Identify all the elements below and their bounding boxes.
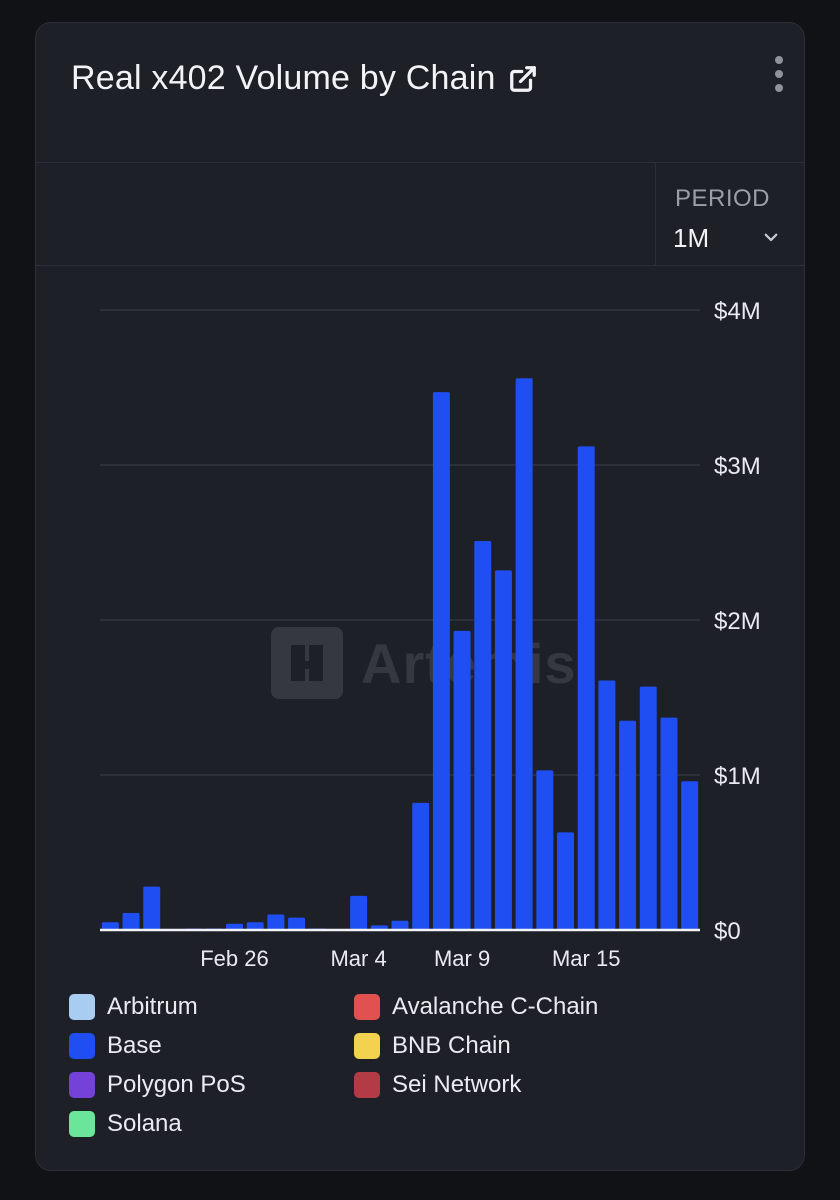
legend-item[interactable]: Sei Network — [354, 1071, 521, 1099]
bar-chart: $0 $1M $2M $3M $4M Feb 26 Mar 4 Mar 9 Mar 15 — [100, 298, 761, 971]
bar — [536, 770, 554, 930]
divider — [655, 162, 656, 265]
x-tick-label: Feb 26 — [200, 946, 269, 971]
bar — [681, 781, 699, 930]
legend-swatch — [69, 1072, 95, 1098]
period-label: PERIOD — [675, 185, 771, 212]
legend-swatch — [69, 994, 95, 1020]
legend-swatch — [69, 1111, 95, 1137]
legend-item[interactable]: BNB Chain — [354, 1032, 511, 1060]
bar — [226, 923, 243, 930]
legend-label: Avalanche C-Chain — [392, 993, 599, 1020]
legend-item[interactable]: Solana — [69, 1110, 182, 1138]
divider — [36, 265, 804, 266]
bar — [288, 917, 306, 930]
bar — [557, 832, 574, 930]
bar — [639, 686, 657, 930]
bar — [453, 630, 471, 930]
legend-label: BNB Chain — [392, 1032, 511, 1059]
bar — [432, 392, 450, 930]
x-tick-label: Mar 4 — [330, 946, 386, 971]
legend-item[interactable]: Base — [69, 1032, 162, 1060]
legend-label: Sei Network — [392, 1071, 522, 1098]
divider — [36, 162, 804, 163]
bar — [391, 920, 409, 930]
chart-card: Real x402 Volume by Chain PERIOD 1M Arte… — [35, 22, 805, 1171]
bar — [101, 922, 119, 930]
y-tick-label: $2M — [714, 608, 761, 635]
more-options-icon[interactable] — [772, 56, 786, 96]
legend-label: Base — [107, 1032, 162, 1059]
legend-swatch — [354, 994, 380, 1020]
card-title-text: Real x402 Volume by Chain — [71, 59, 496, 97]
bar — [474, 540, 492, 930]
bar — [122, 912, 140, 930]
bar — [619, 720, 637, 930]
y-tick-label: $1M — [714, 763, 761, 790]
legend-label: Solana — [107, 1110, 182, 1137]
artemis-logo-icon — [271, 627, 343, 699]
bar — [267, 914, 285, 930]
bar — [577, 446, 595, 930]
legend-swatch — [354, 1072, 380, 1098]
y-tick-label: $3M — [714, 453, 761, 480]
bar — [515, 378, 533, 930]
bar — [412, 802, 430, 930]
chevron-down-icon[interactable] — [762, 228, 780, 246]
y-tick-label: $4M — [714, 298, 761, 325]
legend-swatch — [354, 1033, 380, 1059]
legend-item[interactable]: Avalanche C-Chain — [354, 993, 598, 1021]
external-link-icon[interactable] — [508, 64, 538, 94]
bar — [494, 570, 512, 930]
bar — [246, 922, 264, 930]
period-select-value[interactable]: 1M — [673, 223, 710, 253]
bar — [660, 717, 678, 930]
legend-item[interactable]: Polygon PoS — [69, 1071, 246, 1099]
bar — [350, 895, 368, 930]
legend-label: Polygon PoS — [107, 1071, 246, 1098]
card-title: Real x402 Volume by Chain — [71, 59, 538, 98]
bar — [143, 886, 161, 930]
legend-item[interactable]: Arbitrum — [69, 993, 198, 1021]
x-tick-label: Mar 9 — [434, 946, 490, 971]
legend-label: Arbitrum — [107, 993, 198, 1020]
bar — [598, 680, 616, 930]
y-tick-label: $0 — [714, 918, 741, 945]
x-tick-label: Mar 15 — [552, 946, 620, 971]
legend-swatch — [69, 1033, 95, 1059]
